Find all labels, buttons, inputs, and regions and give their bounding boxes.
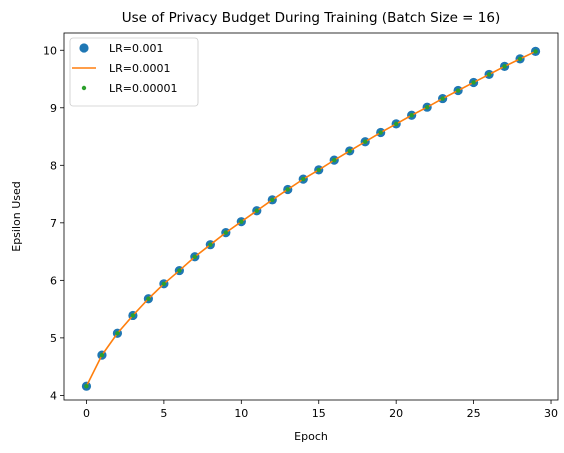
legend-swatch	[79, 43, 89, 53]
data-point	[161, 281, 167, 287]
x-axis: 0 5 10 15 20 25 30	[83, 400, 558, 420]
data-point	[115, 331, 120, 336]
legend-swatch	[81, 85, 87, 91]
y-tick-label: 5	[50, 332, 57, 345]
series-3	[84, 49, 538, 389]
y-tick-label: 6	[50, 274, 57, 287]
y-tick-label: 9	[50, 102, 57, 115]
data-point	[130, 313, 136, 318]
data-point	[208, 242, 213, 247]
data-point	[517, 56, 523, 62]
data-point	[316, 167, 321, 173]
data-point	[301, 176, 306, 182]
x-tick-label: 10	[234, 407, 248, 420]
data-point	[270, 197, 275, 203]
y-axis-label: Epsilon Used	[10, 181, 23, 252]
data-point	[393, 121, 399, 127]
data-point	[239, 219, 244, 224]
data-point	[332, 157, 337, 163]
y-tick-label: 4	[50, 389, 57, 402]
data-point	[533, 49, 538, 54]
data-point	[363, 139, 368, 144]
y-tick-label: 7	[50, 217, 57, 230]
chart-title: Use of Privacy Budget During Training (B…	[122, 10, 500, 26]
data-point	[177, 268, 182, 273]
data-point	[99, 352, 105, 358]
legend: LR=0.001 LR=0.0001 LR=0.00001	[69, 37, 199, 107]
x-tick-label: 20	[389, 407, 403, 420]
data-point	[409, 113, 414, 118]
data-point	[455, 88, 461, 93]
legend-label: LR=0.001	[109, 42, 163, 55]
y-axis: 4 5 6 7 8 9 10	[43, 44, 64, 402]
y-tick-label: 8	[50, 159, 57, 172]
plot-series	[81, 46, 541, 391]
data-point	[84, 383, 89, 389]
data-point	[424, 105, 430, 110]
data-point	[223, 230, 229, 235]
x-tick-label: 30	[544, 407, 558, 420]
data-point	[146, 296, 151, 301]
legend-label: LR=0.0001	[109, 62, 170, 75]
x-axis-label: Epoch	[294, 430, 328, 443]
series-2	[85, 50, 536, 387]
data-point	[378, 130, 383, 135]
y-tick-label: 10	[43, 44, 57, 57]
x-tick-label: 5	[160, 407, 167, 420]
x-tick-label: 0	[83, 407, 90, 420]
data-point	[347, 148, 352, 154]
data-point	[254, 208, 259, 213]
series-line	[85, 50, 536, 387]
data-point	[502, 64, 507, 69]
x-tick-label: 25	[467, 407, 481, 420]
data-point	[486, 72, 492, 77]
data-point	[440, 96, 445, 101]
x-tick-label: 15	[312, 407, 326, 420]
legend-frame	[69, 37, 199, 107]
data-point	[285, 187, 290, 192]
legend-label: LR=0.00001	[109, 82, 177, 95]
data-point	[192, 254, 198, 259]
data-point	[471, 80, 476, 85]
